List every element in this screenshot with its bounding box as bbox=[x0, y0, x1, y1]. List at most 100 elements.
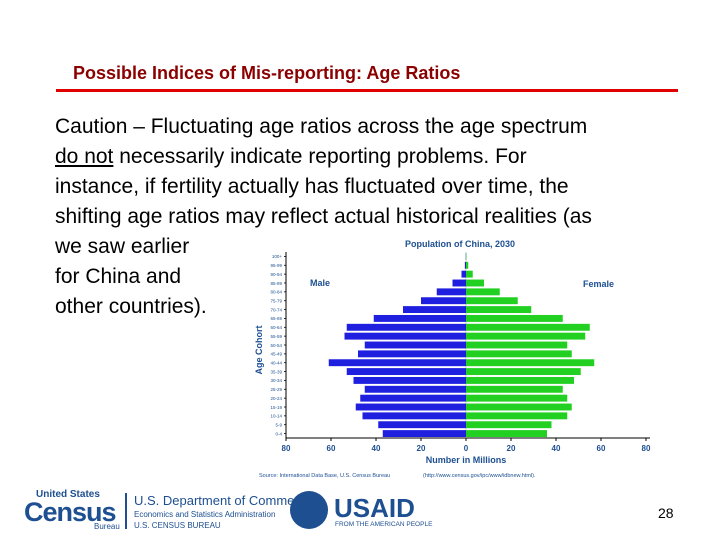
female-bar bbox=[466, 306, 532, 314]
y-tick-label: 90-94 bbox=[270, 272, 282, 277]
x-tick-label: 20 bbox=[507, 444, 516, 453]
usaid-logo: USAID FROM THE AMERICAN PEOPLE bbox=[290, 491, 432, 531]
census-word: Census bbox=[24, 497, 117, 527]
x-tick-label: 80 bbox=[282, 444, 291, 453]
y-tick-label: 100+ bbox=[272, 254, 283, 259]
census-top-text: United States bbox=[36, 489, 100, 500]
pyramid-svg: Population of China, 2030 Male Female Ag… bbox=[254, 239, 651, 479]
y-tick-label: 60-64 bbox=[270, 325, 282, 330]
male-bar bbox=[436, 288, 466, 296]
female-bar bbox=[466, 261, 469, 269]
y-tick-label: 20-24 bbox=[270, 396, 282, 401]
female-bar bbox=[466, 394, 568, 402]
x-tick-label: 20 bbox=[417, 444, 426, 453]
y-tick-label: 10-14 bbox=[270, 414, 282, 419]
underlined-phrase: do not bbox=[55, 145, 114, 168]
female-bar bbox=[466, 332, 586, 340]
female-bar bbox=[466, 385, 563, 393]
female-bar bbox=[466, 341, 568, 349]
male-bar bbox=[362, 412, 466, 420]
y-tick-label: 50-54 bbox=[270, 343, 282, 348]
department-text: U.S. Department of Commerce Economics an… bbox=[134, 493, 312, 530]
legend-male: Male bbox=[310, 278, 330, 288]
chart-bars bbox=[328, 252, 595, 438]
y-tick-label: 40-44 bbox=[270, 361, 282, 366]
x-tick-label: 60 bbox=[597, 444, 606, 453]
x-tick-label: 40 bbox=[372, 444, 381, 453]
x-tick-label: 0 bbox=[464, 444, 469, 453]
male-bar bbox=[353, 376, 466, 384]
female-bar bbox=[466, 421, 552, 429]
male-bar bbox=[346, 368, 466, 376]
population-pyramid-chart: Population of China, 2030 Male Female Ag… bbox=[246, 232, 666, 484]
female-bar bbox=[466, 297, 518, 305]
y-tick-label: 65-69 bbox=[270, 316, 282, 321]
doc-line-1: U.S. Department of Commerce bbox=[134, 493, 313, 508]
y-tick-label: 70-74 bbox=[270, 307, 282, 312]
body-line-2: do not necessarily indicate reporting pr… bbox=[55, 142, 675, 172]
y-tick-label: 45-49 bbox=[270, 352, 282, 357]
chart-title: Population of China, 2030 bbox=[405, 239, 515, 249]
body-line-2-rest: necessarily indicate reporting problems.… bbox=[113, 145, 527, 168]
body-line-4: shifting age ratios may reflect actual h… bbox=[55, 205, 592, 228]
male-bar bbox=[452, 279, 466, 287]
male-bar bbox=[464, 261, 466, 269]
usaid-subtitle: FROM THE AMERICAN PEOPLE bbox=[335, 521, 433, 528]
body-line-6: for China and bbox=[55, 265, 182, 288]
body-line-3: instance, if fertility actually has fluc… bbox=[55, 175, 569, 198]
slide-title: Possible Indices of Mis-reporting: Age R… bbox=[73, 63, 461, 83]
x-tick-label: 80 bbox=[642, 444, 651, 453]
male-bar bbox=[346, 323, 466, 331]
body-line-5: we saw earlier bbox=[55, 235, 190, 258]
female-bar bbox=[466, 403, 572, 411]
female-bar bbox=[466, 368, 581, 376]
y-tick-label: 25-29 bbox=[270, 387, 282, 392]
x-tick-label: 40 bbox=[552, 444, 561, 453]
y-tick-label: 35-39 bbox=[270, 369, 282, 374]
male-bar bbox=[364, 385, 466, 393]
footer-divider bbox=[125, 493, 127, 529]
y-axis-label: Age Cohort bbox=[254, 326, 264, 375]
female-bar bbox=[466, 270, 473, 278]
doc-line-2: Economics and Statistics Administration bbox=[134, 510, 276, 519]
chart-source: Source: International Data Base, U.S. Ce… bbox=[259, 473, 390, 479]
y-tick-label: 85-89 bbox=[270, 281, 282, 286]
census-footer: United States Census Bureau U.S. Departm… bbox=[24, 489, 312, 533]
female-bar bbox=[466, 376, 574, 384]
female-bar bbox=[466, 279, 484, 287]
y-tick-label: 15-19 bbox=[270, 405, 282, 410]
female-bar bbox=[466, 314, 563, 322]
female-bar bbox=[466, 412, 568, 420]
male-bar bbox=[461, 270, 466, 278]
female-bar bbox=[466, 359, 595, 367]
census-bureau-logo: United States Census Bureau bbox=[24, 489, 124, 533]
census-bureau-text: Bureau bbox=[94, 522, 120, 531]
y-tick-label: 80-84 bbox=[270, 290, 282, 295]
title-underline-rule bbox=[56, 89, 678, 92]
male-bar bbox=[344, 332, 466, 340]
y-tick-label: 0-4 bbox=[275, 431, 282, 436]
body-line-1: Caution – Fluctuating age ratios across … bbox=[55, 115, 588, 138]
body-text: Caution – Fluctuating age ratios across … bbox=[55, 112, 675, 322]
y-tick-label: 75-79 bbox=[270, 299, 282, 304]
male-bar bbox=[373, 314, 466, 322]
usaid-seal-icon bbox=[290, 491, 328, 529]
female-bar bbox=[466, 288, 500, 296]
male-bar bbox=[378, 421, 466, 429]
male-bar bbox=[421, 297, 466, 305]
female-bar bbox=[466, 323, 590, 331]
y-tick-label: 95-99 bbox=[270, 263, 282, 268]
male-bar bbox=[403, 306, 466, 314]
y-tick-label: 30-34 bbox=[270, 378, 282, 383]
male-bar bbox=[358, 350, 466, 358]
y-tick-label: 5-9 bbox=[275, 423, 282, 428]
male-bar bbox=[360, 394, 466, 402]
legend-female: Female bbox=[583, 279, 614, 289]
page-number: 28 bbox=[658, 505, 674, 521]
male-bar bbox=[382, 430, 466, 438]
chart-source-url: (http://www.census.gov/ipc/www/idbnew.ht… bbox=[423, 473, 536, 479]
body-line-7: other countries). bbox=[55, 295, 207, 318]
male-bar bbox=[355, 403, 466, 411]
female-bar bbox=[466, 350, 572, 358]
doc-line-3: U.S. CENSUS BUREAU bbox=[134, 521, 221, 530]
